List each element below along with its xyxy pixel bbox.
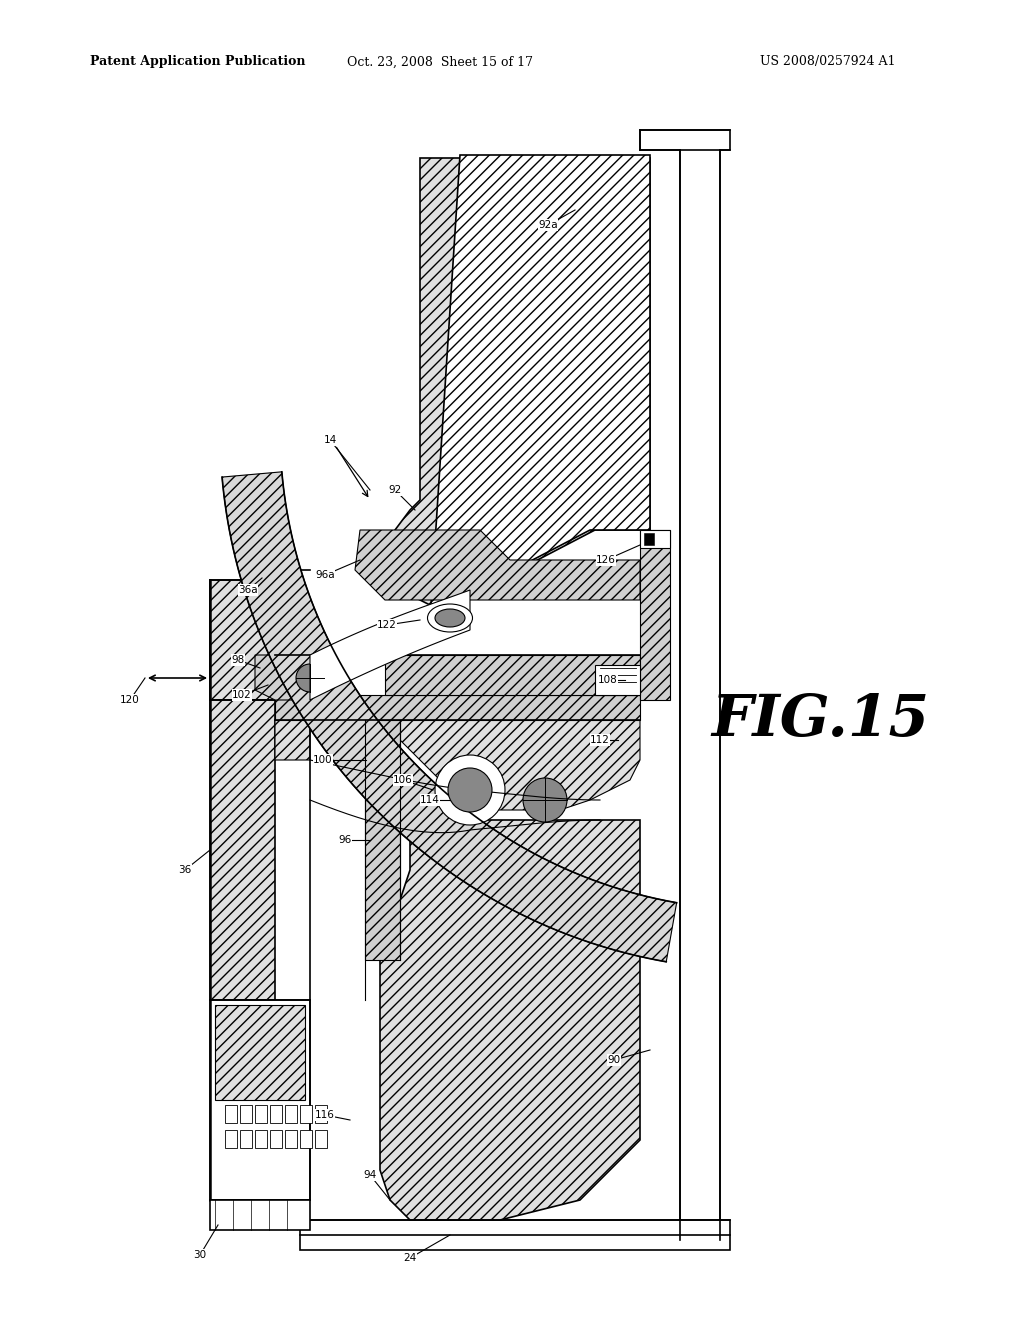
Ellipse shape	[427, 605, 472, 632]
Bar	[225, 1105, 237, 1123]
Circle shape	[435, 755, 505, 825]
Polygon shape	[310, 590, 470, 700]
Polygon shape	[385, 655, 640, 696]
Polygon shape	[365, 719, 400, 960]
Text: 116: 116	[315, 1110, 335, 1119]
Polygon shape	[300, 1220, 730, 1250]
Polygon shape	[680, 135, 720, 1239]
Text: 94: 94	[364, 1170, 377, 1180]
Bar	[225, 1130, 237, 1148]
Ellipse shape	[435, 609, 465, 627]
Text: FIG.15: FIG.15	[711, 692, 929, 748]
Circle shape	[523, 777, 567, 822]
Text: 36: 36	[178, 865, 191, 875]
Bar	[270, 1130, 282, 1148]
Text: 102: 102	[232, 690, 252, 700]
Text: 96a: 96a	[315, 570, 335, 579]
Text: 122: 122	[377, 620, 397, 630]
Bar	[315, 1130, 327, 1148]
Text: 126: 126	[596, 554, 616, 565]
Polygon shape	[255, 655, 310, 700]
Polygon shape	[355, 531, 640, 601]
Text: 120: 120	[120, 696, 140, 705]
Bar	[640, 531, 670, 548]
Bar	[255, 1130, 267, 1148]
Bar	[595, 665, 640, 696]
Polygon shape	[215, 1005, 305, 1100]
Bar	[210, 1200, 310, 1230]
Circle shape	[296, 664, 324, 692]
Polygon shape	[275, 696, 640, 719]
Polygon shape	[210, 1001, 310, 1200]
Text: 112: 112	[590, 735, 610, 744]
Polygon shape	[275, 719, 640, 810]
Text: 100: 100	[313, 755, 333, 766]
Bar	[300, 1130, 312, 1148]
Bar	[270, 1105, 282, 1123]
Polygon shape	[430, 154, 650, 620]
Text: 36a: 36a	[239, 585, 258, 595]
Text: 96: 96	[338, 836, 351, 845]
Bar	[644, 533, 654, 545]
Text: 92: 92	[388, 484, 401, 495]
Text: 90: 90	[607, 1055, 621, 1065]
Bar	[240, 1130, 252, 1148]
Polygon shape	[640, 531, 670, 700]
Polygon shape	[380, 820, 640, 1220]
Bar	[240, 1105, 252, 1123]
Text: Patent Application Publication: Patent Application Publication	[90, 55, 305, 69]
Text: 108: 108	[598, 675, 617, 685]
Text: 14: 14	[324, 436, 337, 445]
Polygon shape	[640, 129, 730, 150]
Text: 106: 106	[393, 775, 413, 785]
Text: 92a: 92a	[539, 220, 558, 230]
Text: US 2008/0257924 A1: US 2008/0257924 A1	[760, 55, 896, 69]
Text: 30: 30	[194, 1250, 207, 1261]
Bar	[285, 1105, 297, 1123]
Bar	[285, 1130, 297, 1148]
Bar	[255, 1105, 267, 1123]
Bar	[300, 1105, 312, 1123]
Bar	[315, 1105, 327, 1123]
Polygon shape	[210, 700, 275, 1001]
Text: 24: 24	[403, 1253, 417, 1263]
Text: 98: 98	[231, 655, 245, 665]
Circle shape	[449, 768, 492, 812]
Polygon shape	[395, 158, 650, 610]
Polygon shape	[222, 471, 677, 962]
Text: Oct. 23, 2008  Sheet 15 of 17: Oct. 23, 2008 Sheet 15 of 17	[347, 55, 534, 69]
Polygon shape	[210, 570, 310, 700]
Text: 114: 114	[420, 795, 440, 805]
